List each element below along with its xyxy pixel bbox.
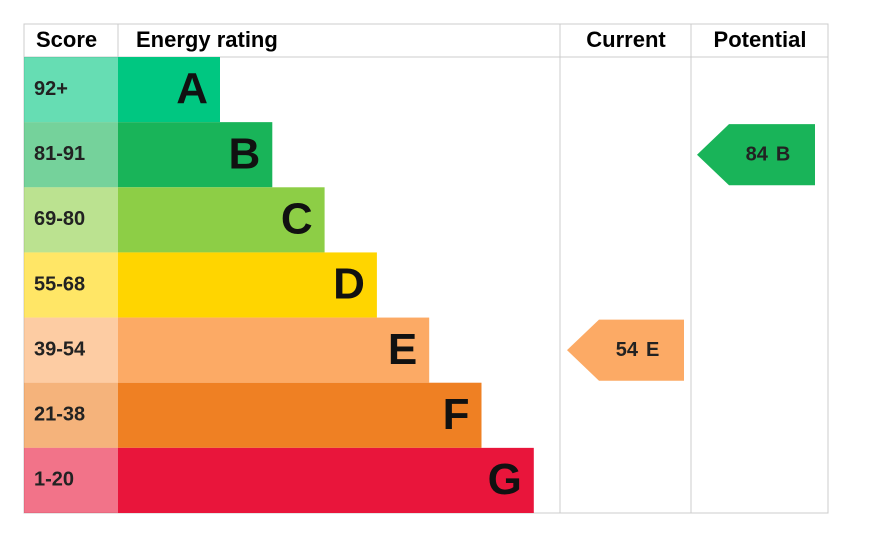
score-label: 55-68 <box>34 273 85 295</box>
rating-bar <box>118 382 482 448</box>
potential-value: 84 <box>746 144 769 166</box>
score-label: 39-54 <box>34 338 86 360</box>
rating-bar <box>118 187 325 253</box>
rating-bar <box>118 57 220 123</box>
rating-bar <box>118 447 534 513</box>
rating-letter: E <box>388 325 417 374</box>
potential-rating: B <box>776 144 790 166</box>
rating-letter: G <box>488 455 522 504</box>
score-cell <box>24 447 118 513</box>
current-arrow <box>567 319 684 381</box>
rating-letter: F <box>443 390 470 439</box>
rating-letter: D <box>333 260 365 309</box>
potential-label: 84 B <box>746 144 791 166</box>
rating-bar <box>118 252 377 318</box>
potential-arrow <box>697 124 815 186</box>
header-potential: Potential <box>714 27 807 52</box>
score-cell <box>24 187 118 253</box>
score-cell <box>24 382 118 448</box>
rating-letter: C <box>281 194 313 243</box>
rating-bar <box>118 317 430 383</box>
rating-letter: B <box>229 129 261 178</box>
header-rating: Energy rating <box>136 27 278 52</box>
score-cell <box>24 122 118 188</box>
current-label: 54 E <box>616 339 660 361</box>
score-label: 1-20 <box>34 469 74 491</box>
header-score: Score <box>36 27 97 52</box>
score-cell <box>24 317 118 383</box>
rating-letter: A <box>176 64 208 113</box>
current-rating: E <box>646 339 659 361</box>
header-current: Current <box>586 27 666 52</box>
score-cell <box>24 57 118 123</box>
score-cell <box>24 252 118 318</box>
score-label: 69-80 <box>34 208 85 230</box>
score-label: 92+ <box>34 78 68 100</box>
current-value: 54 <box>616 339 639 361</box>
score-label: 81-91 <box>34 143 85 165</box>
score-label: 21-38 <box>34 404 85 426</box>
rating-bar <box>118 122 273 188</box>
